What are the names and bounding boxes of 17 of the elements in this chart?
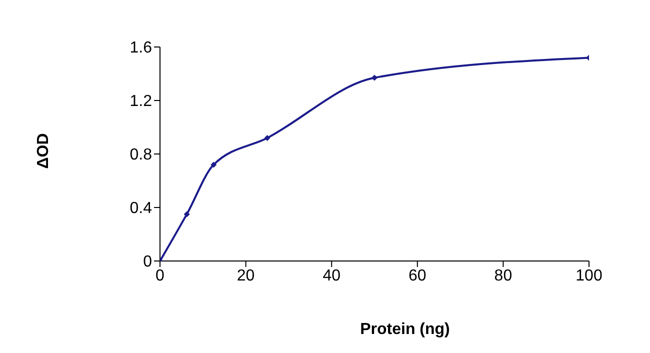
y-axis-title: ΔOD bbox=[35, 132, 53, 171]
x-tick-label: 40 bbox=[322, 267, 341, 284]
point bbox=[264, 134, 270, 141]
x-axis-title: Protein (ng) bbox=[359, 321, 451, 339]
y-tick-label: 1.6 bbox=[130, 40, 152, 57]
x-tick-label: 0 bbox=[156, 267, 165, 284]
x-tick-label: 20 bbox=[236, 267, 255, 284]
y-tick-label: 1.2 bbox=[130, 93, 152, 110]
x-tick-label: 60 bbox=[408, 267, 426, 284]
point bbox=[184, 211, 190, 218]
x-tick-label: 80 bbox=[494, 267, 512, 284]
y-tick-label: 0 bbox=[143, 254, 152, 271]
x-tick-label: 100 bbox=[576, 267, 602, 284]
y-tick-label: 0.8 bbox=[130, 146, 152, 164]
point bbox=[372, 74, 378, 81]
point bbox=[210, 162, 217, 168]
y-tick-label: 0.4 bbox=[130, 200, 152, 218]
